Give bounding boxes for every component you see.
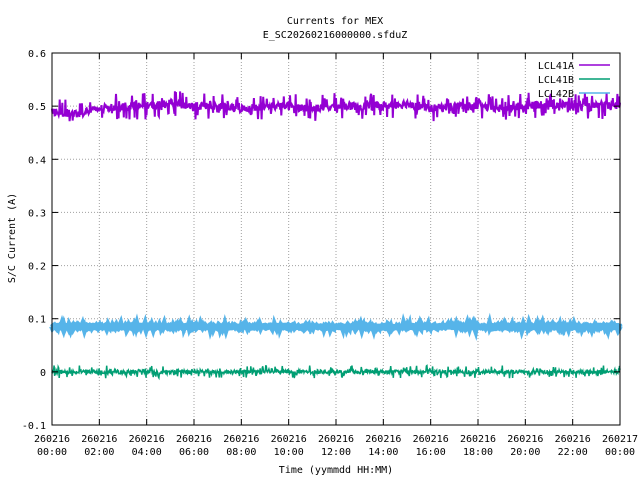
x-tick-label-time: 12:00: [321, 447, 351, 458]
x-axis-label: Time (yymmdd HH:MM): [279, 465, 393, 476]
x-tick-label-time: 14:00: [368, 447, 398, 458]
ticks: -0.1 0 0.1 0.2 0.3 0.4 0.5 0.6 260216 00:00 260216…: [22, 49, 638, 458]
y-tick-label: 0: [40, 368, 46, 379]
x-tick-label-time: 04:00: [132, 447, 162, 458]
x-tick-label-date: 260216: [413, 434, 449, 445]
x-tick-label-date: 260216: [129, 434, 165, 445]
x-tick-label-date: 260216: [507, 434, 543, 445]
x-tick-label-date: 260216: [176, 434, 212, 445]
y-tick-label: 0.3: [28, 208, 46, 219]
grid: [52, 53, 620, 425]
series-layer: [49, 91, 623, 381]
x-tick-label-date: 260216: [365, 434, 401, 445]
y-tick-label: 0.5: [28, 102, 46, 113]
y-tick-label: 0.2: [28, 262, 46, 273]
x-tick-label-date: 260216: [34, 434, 70, 445]
x-tick-label-time: 16:00: [416, 447, 446, 458]
x-tick-label-time: 20:00: [510, 447, 540, 458]
y-tick-label: 0.4: [28, 155, 46, 166]
chart-subtitle: E_SC20260216000000.sfduZ: [263, 30, 408, 41]
x-tick-label-date: 260216: [318, 434, 354, 445]
series-line-lcl42b: [49, 312, 623, 341]
series-line-lcl41a: [51, 91, 621, 122]
y-tick-label: 0.6: [28, 49, 46, 60]
x-tick-label-time: 18:00: [463, 447, 493, 458]
x-tick-label-date: 260217: [602, 434, 638, 445]
legend-label-lcl41a: LCL41A: [538, 61, 574, 72]
x-tick-label-date: 260216: [460, 434, 496, 445]
y-tick-label: 0.1: [28, 315, 46, 326]
x-tick-label-time: 10:00: [274, 447, 304, 458]
x-tick-label-date: 260216: [81, 434, 117, 445]
x-tick-label-date: 260216: [223, 434, 259, 445]
series-line-lcl41b: [51, 364, 621, 381]
x-tick-label-time: 08:00: [226, 447, 256, 458]
x-tick-label-time: 02:00: [84, 447, 114, 458]
x-tick-label-time: 00:00: [605, 447, 635, 458]
x-tick-label-time: 06:00: [179, 447, 209, 458]
chart-title: Currents for MEX: [287, 16, 383, 27]
x-tick-label-time: 00:00: [37, 447, 67, 458]
y-tick-label: -0.1: [22, 421, 46, 432]
x-tick-label-date: 260216: [271, 434, 307, 445]
legend: LCL41A LCL41B LCL42B: [538, 61, 610, 100]
legend-label-lcl42b: LCL42B: [538, 89, 574, 100]
x-tick-label-date: 260216: [555, 434, 591, 445]
y-axis-label: S/C Current (A): [7, 193, 18, 283]
x-tick-label-time: 22:00: [558, 447, 588, 458]
legend-label-lcl41b: LCL41B: [538, 75, 574, 86]
